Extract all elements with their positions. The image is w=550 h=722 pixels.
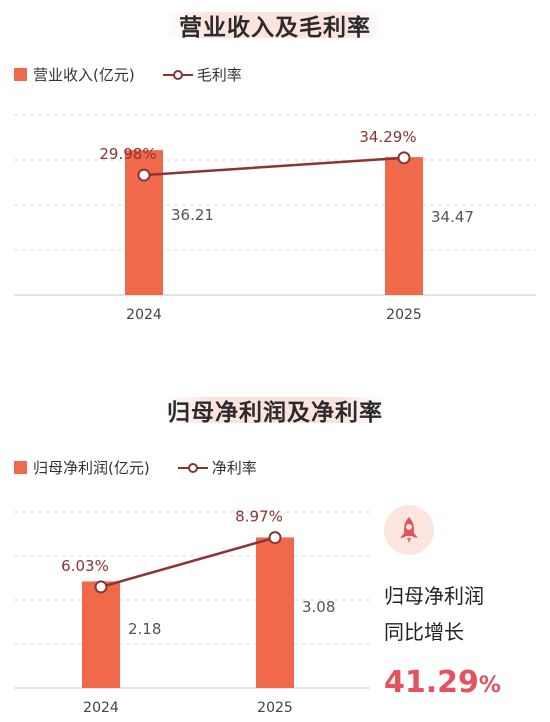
bar-value-label: 3.08: [302, 598, 335, 616]
bar: [256, 537, 294, 688]
chart1-title: 营业收入及毛利率: [179, 15, 371, 41]
rocket-icon: [400, 517, 418, 543]
growth-label-line2: 同比增长: [384, 620, 464, 644]
bar-value-label: 34.47: [431, 208, 474, 226]
chart2-legend: 归母净利润(亿元) 净利率: [14, 457, 257, 478]
x-tick-label: 2025: [257, 700, 293, 716]
bar: [385, 157, 423, 295]
bar-value-label: 2.18: [128, 620, 161, 638]
title-highlight: [165, 12, 385, 38]
line-point: [137, 168, 151, 182]
growth-unit: %: [478, 673, 501, 698]
line-point: [397, 151, 411, 165]
growth-label-line1: 归母净利润: [384, 584, 484, 608]
x-tick-label: 2024: [126, 307, 162, 323]
rocket-badge: [384, 505, 434, 555]
line-point: [94, 580, 108, 594]
bar-value-label: 36.21: [171, 206, 214, 224]
bar-legend-swatch: [14, 461, 27, 474]
line-value-label: 8.97%: [235, 508, 283, 526]
chart1-legend-bar: 营业收入(亿元): [33, 66, 135, 84]
title-highlight: [165, 397, 385, 423]
line-value-label: 6.03%: [61, 557, 109, 575]
chart1-legend: 营业收入(亿元) 毛利率: [14, 64, 242, 85]
line-legend-icon: [162, 69, 193, 80]
chart1-title-wrap: 营业收入及毛利率: [0, 8, 550, 42]
bar: [82, 581, 120, 688]
series-line: [100, 536, 276, 589]
chart1-plot: 36.21 2024 34.47 2025 29.98% 34.29%: [14, 114, 536, 323]
chart2-title-wrap: 归母净利润及净利率: [0, 393, 550, 427]
bar-legend-swatch: [14, 68, 27, 81]
line-legend-icon: [177, 462, 208, 473]
line-value-label: 29.98%: [99, 145, 156, 163]
growth-value: 41.29%: [384, 665, 501, 700]
line-value-label: 34.29%: [359, 128, 416, 146]
chart2-title: 归母净利润及净利率: [167, 400, 383, 426]
chart1-legend-line: 毛利率: [196, 66, 242, 84]
series-line: [143, 156, 405, 177]
x-tick-label: 2025: [386, 307, 422, 323]
x-tick-label: 2024: [83, 700, 119, 716]
chart2-legend-bar: 归母净利润(亿元): [33, 459, 150, 477]
growth-number: 41.29: [384, 665, 479, 700]
chart2-legend-line: 净利率: [211, 459, 257, 477]
line-point: [268, 531, 282, 545]
